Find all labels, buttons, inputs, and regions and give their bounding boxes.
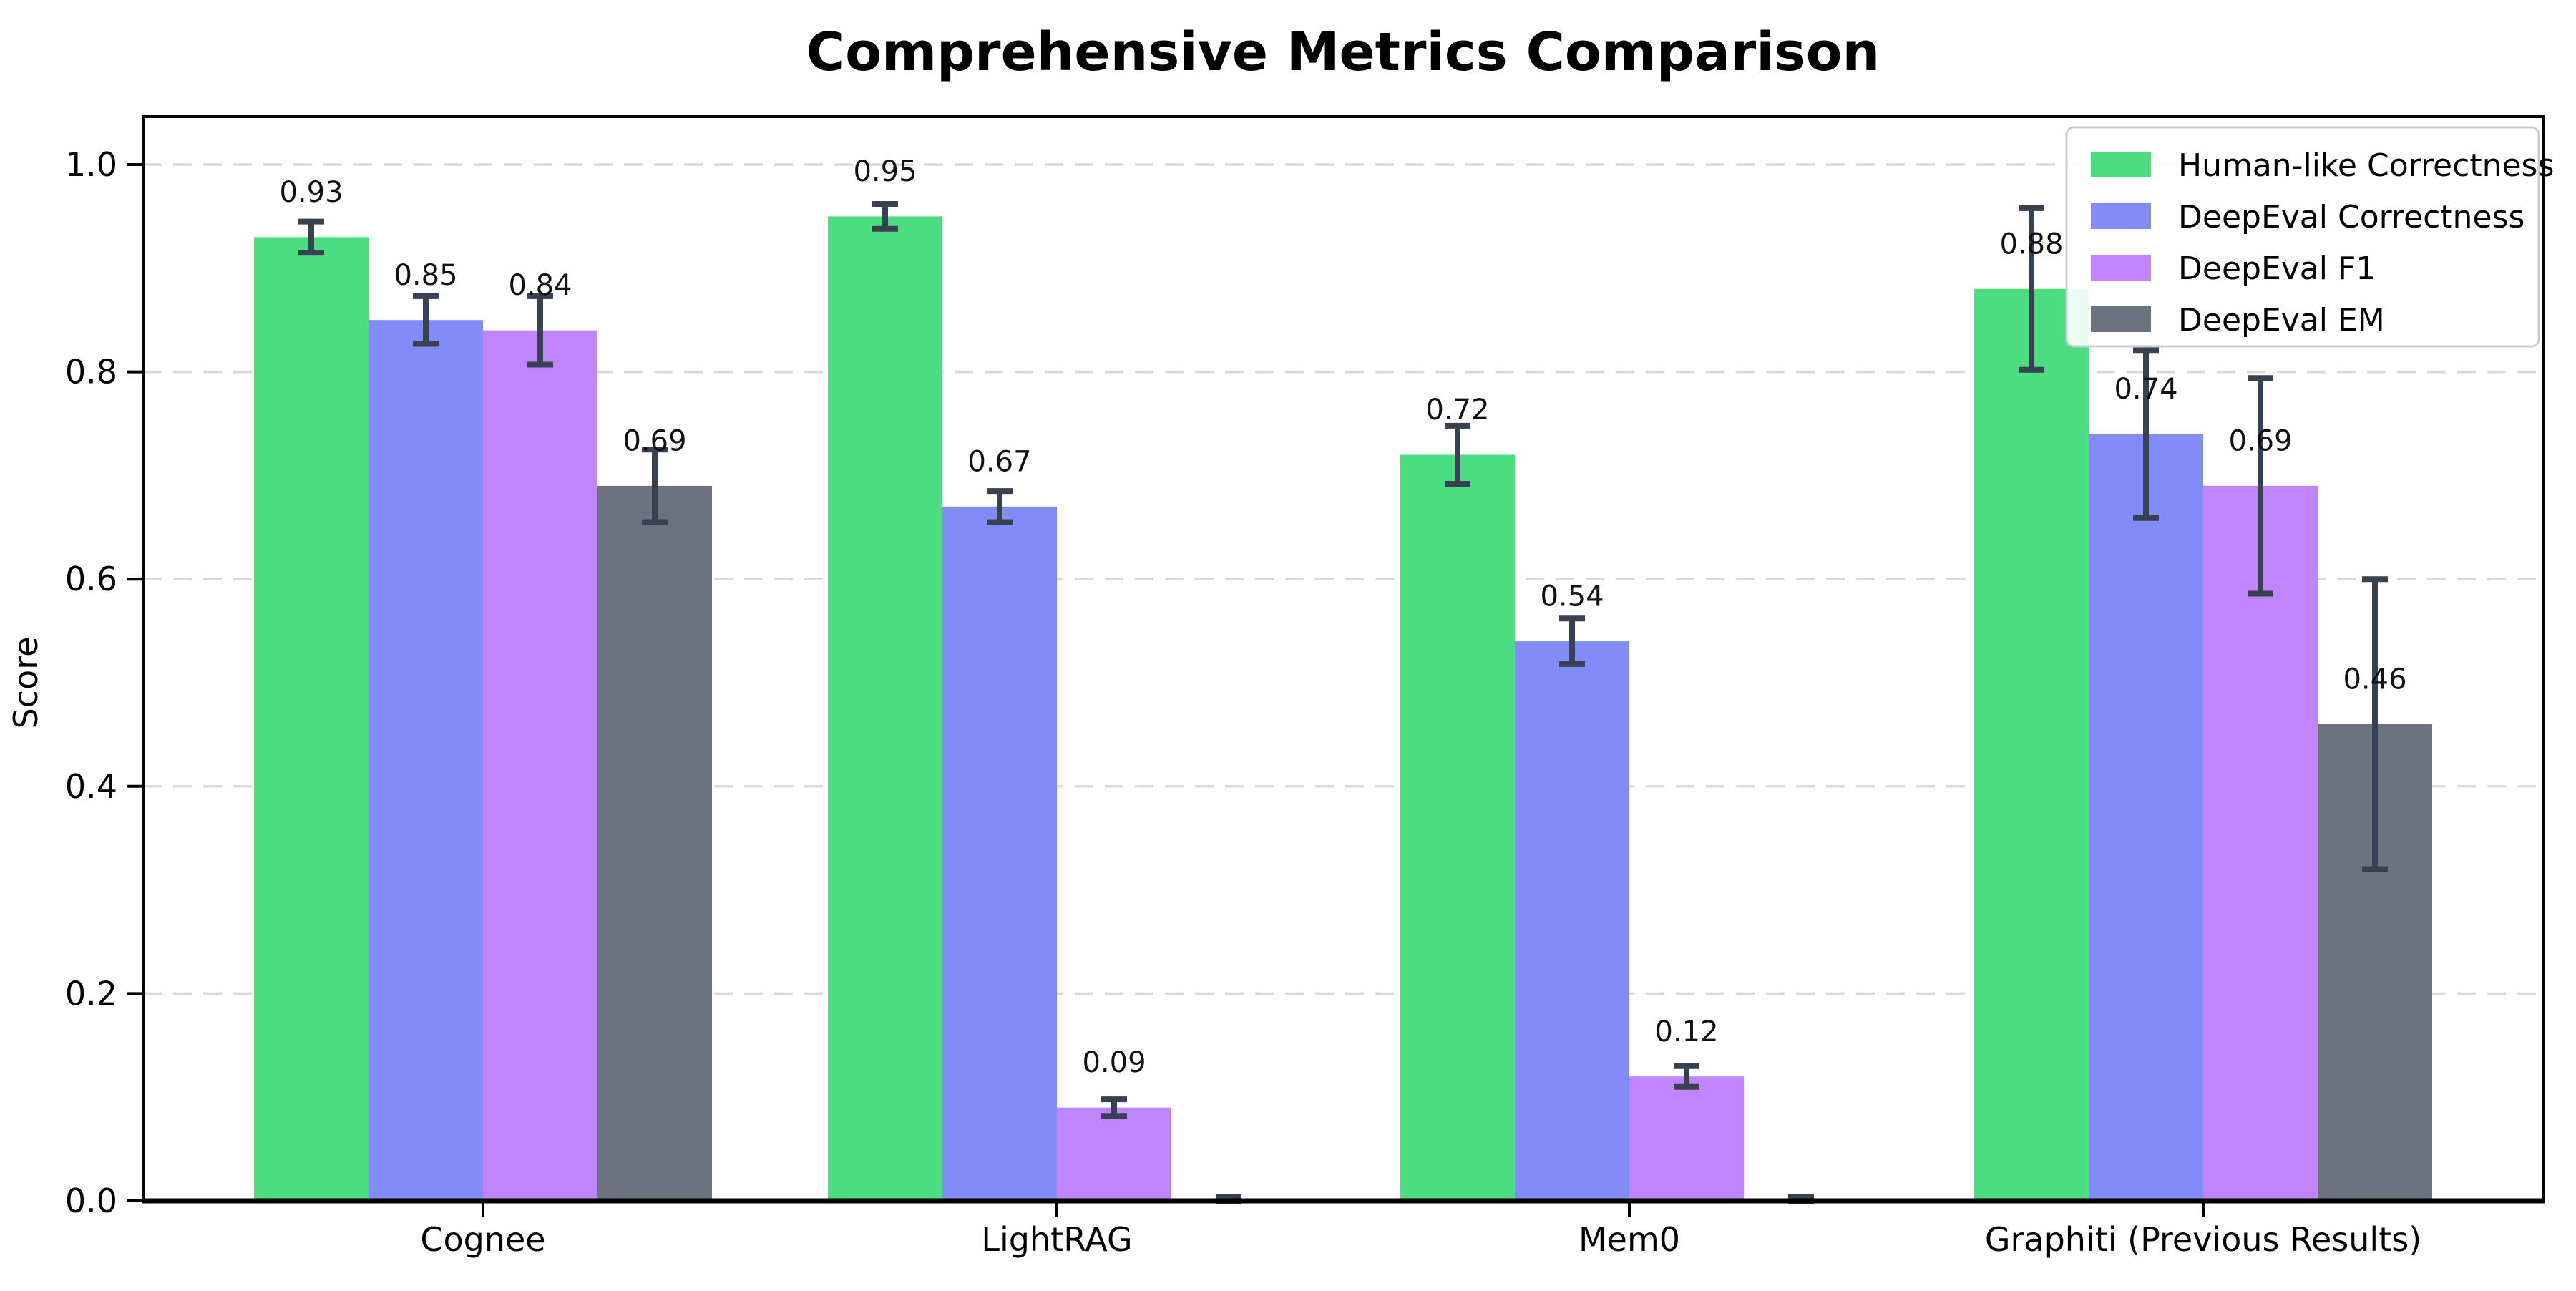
y-axis-label: Score — [6, 637, 45, 729]
bar-value-label: 0.93 — [279, 176, 343, 209]
x-tick-label: Mem0 — [1579, 1220, 1680, 1259]
bar — [2203, 485, 2318, 1201]
bar-value-label: 0.69 — [623, 424, 686, 457]
y-tick-label: 0.4 — [65, 767, 117, 806]
bar-value-label: 0.46 — [2343, 663, 2406, 696]
chart-title: Comprehensive Metrics Comparison — [806, 21, 1880, 83]
bar — [1629, 1076, 1744, 1201]
legend-item: Human-like Correctness — [2091, 147, 2554, 184]
legend-label: DeepEval Correctness — [2178, 199, 2524, 235]
legend-swatch — [2091, 203, 2151, 229]
bar-value-label: 0.69 — [2228, 424, 2292, 457]
bar — [483, 330, 597, 1202]
legend-label: DeepEval EM — [2178, 302, 2385, 338]
legend-item: DeepEval Correctness — [2091, 199, 2524, 235]
y-tick-label: 0.6 — [65, 560, 117, 598]
bar — [942, 506, 1057, 1201]
bar — [828, 216, 942, 1201]
x-tick-label: Graphiti (Previous Results) — [1985, 1220, 2421, 1259]
legend-label: DeepEval F1 — [2178, 250, 2376, 287]
legend-item: DeepEval EM — [2091, 302, 2385, 338]
bar — [2089, 434, 2203, 1201]
y-tick-label: 0.2 — [65, 974, 117, 1013]
x-tick-label: LightRAG — [981, 1220, 1132, 1259]
legend-swatch — [2091, 255, 2151, 281]
plot-area: 0.93 0.95 0.72 0.88 0.85 0.67 0.54 0.74 0.84 0.09… — [65, 115, 2545, 1259]
bar-value-label: 0.09 — [1082, 1046, 1146, 1079]
bar — [1400, 454, 1515, 1202]
bar-value-label: 0.12 — [1654, 1015, 1718, 1048]
bar-value-label: 0.88 — [1999, 228, 2063, 260]
legend-box — [2065, 126, 2540, 348]
y-tick-label: 1.0 — [65, 145, 117, 184]
x-tick-label: Cognee — [420, 1220, 545, 1259]
y-tick-label: 0.8 — [65, 353, 117, 391]
bar-value-label: 0.67 — [967, 445, 1031, 478]
bar-value-label: 0.84 — [508, 269, 572, 302]
bar — [1515, 641, 1629, 1201]
bar — [369, 320, 483, 1202]
legend: Human-like Correctness DeepEval Correctn… — [2065, 126, 2554, 348]
legend-swatch — [2091, 152, 2151, 177]
legend-swatch — [2091, 306, 2151, 332]
bar — [254, 237, 369, 1201]
bar — [1057, 1107, 1171, 1201]
bar — [1974, 288, 2089, 1201]
bar-value-label: 0.85 — [394, 259, 457, 292]
bar-value-label: 0.54 — [1540, 580, 1604, 613]
bar — [597, 485, 712, 1201]
bar-value-label: 0.95 — [853, 155, 917, 188]
legend-label: Human-like Correctness — [2178, 147, 2554, 184]
bar-value-label: 0.72 — [1425, 394, 1489, 427]
y-tick-label: 0.0 — [65, 1182, 117, 1220]
legend-item: DeepEval F1 — [2091, 250, 2376, 287]
bar-value-label: 0.74 — [2114, 373, 2177, 406]
